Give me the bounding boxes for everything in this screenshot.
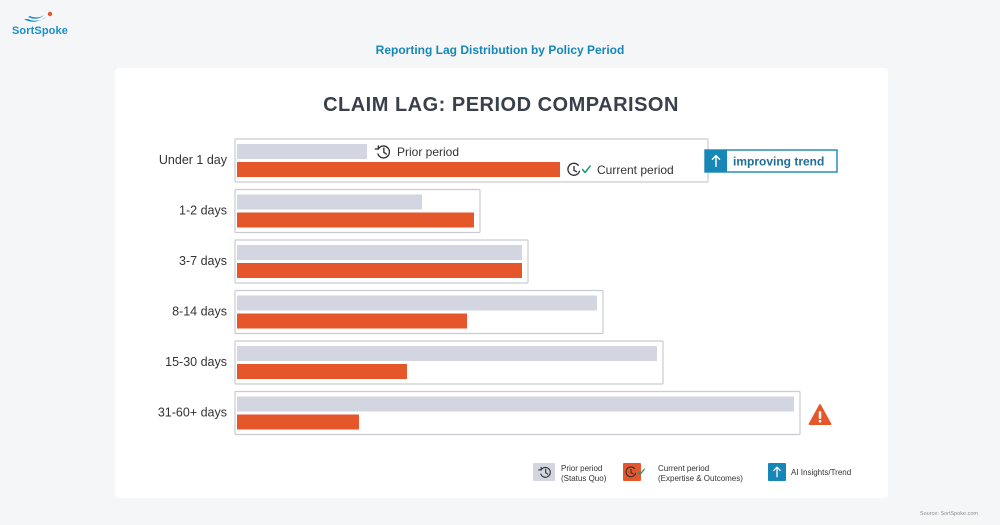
bar-group-frame <box>234 188 481 234</box>
current-period-annotation: Current period <box>597 163 674 177</box>
prior-period-annotation: Prior period <box>397 145 459 159</box>
legend-sublabel: (Expertise & Outcomes) <box>658 474 743 483</box>
prior-period-bar <box>237 245 522 260</box>
source-note: Source: SortSpoke.com <box>919 511 978 517</box>
clock-check-icon <box>625 466 645 478</box>
current-period-bar <box>237 313 467 329</box>
bar-group-frame <box>234 289 604 335</box>
bar-chart: CLAIM LAG: PERIOD COMPARISON Under 1 day 1… <box>158 94 851 483</box>
category-label: Under 1 day <box>159 153 228 167</box>
prior-period-bar <box>237 396 794 412</box>
legend-label: AI Insights/Trend <box>791 468 851 477</box>
chart-title: CLAIM LAG: PERIOD COMPARISON <box>323 94 679 116</box>
category-label: 31-60+ days <box>158 406 227 420</box>
legend-label: Current period <box>658 464 709 473</box>
chart-card: CLAIM LAG: PERIOD COMPARISON Under 1 day 1… <box>115 68 888 498</box>
brand-logo: SortSpoke <box>12 8 92 42</box>
up-arrow-icon <box>711 154 721 168</box>
warning-triangle-icon <box>808 404 832 426</box>
trend-callout-text: improving trend <box>733 155 824 169</box>
page-subtitle: Reporting Lag Distribution by Policy Per… <box>375 43 625 57</box>
up-arrow-icon <box>773 466 781 478</box>
prior-period-bar <box>237 295 597 311</box>
category-label: 15-30 days <box>165 355 227 369</box>
category-label: 3-7 days <box>179 254 227 268</box>
history-clock-icon <box>374 145 391 159</box>
brand-name: SortSpoke <box>12 25 68 37</box>
current-period-bar <box>237 212 474 228</box>
prior-period-bar <box>237 144 367 159</box>
legend-swatch-current <box>623 463 641 481</box>
current-period-bar <box>237 162 560 177</box>
bar-group-frame <box>234 340 664 385</box>
legend-sublabel: (Status Quo) <box>561 474 607 483</box>
current-period-bar <box>237 263 522 278</box>
prior-period-bar <box>237 194 422 210</box>
legend-swatch-prior <box>533 463 555 481</box>
bar-group-frame <box>234 390 801 436</box>
bar-group-frame <box>234 239 529 284</box>
wave-logo-icon <box>24 11 53 22</box>
current-period-bar <box>237 364 407 379</box>
category-label: 1-2 days <box>179 204 227 218</box>
clock-check-icon <box>567 162 591 176</box>
legend-label: Prior period <box>561 464 602 473</box>
category-label: 8-14 days <box>172 305 227 319</box>
prior-period-bar <box>237 346 657 361</box>
current-period-bar <box>237 414 359 430</box>
history-clock-icon <box>538 466 551 478</box>
